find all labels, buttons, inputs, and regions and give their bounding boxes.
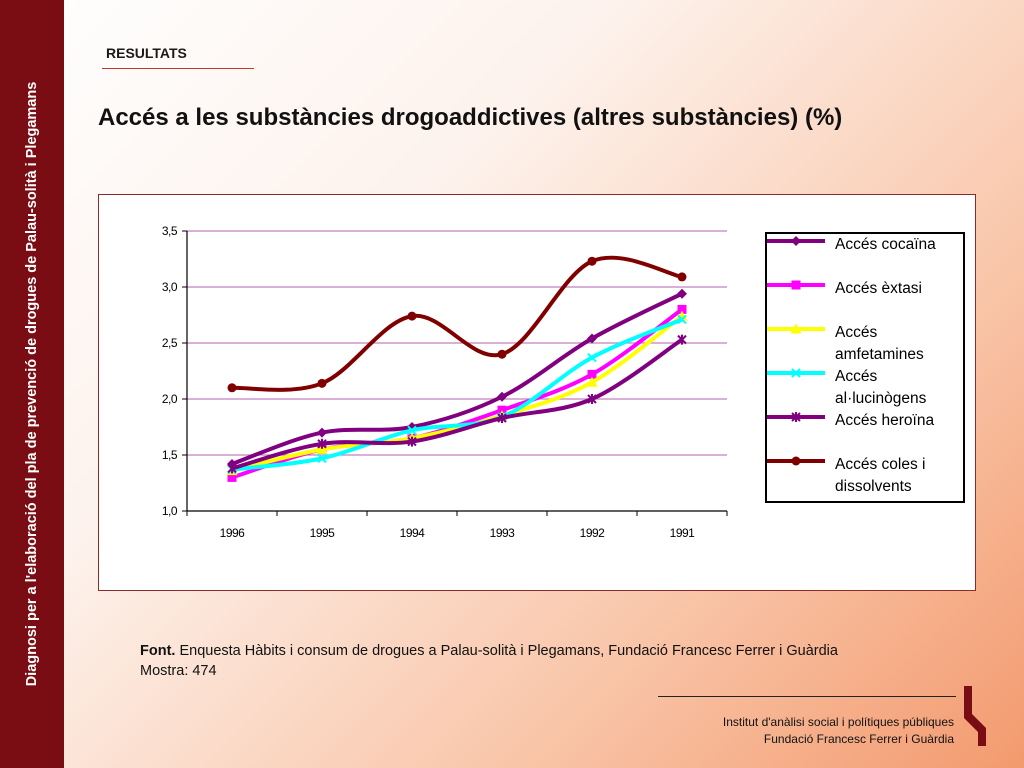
legend-swatch — [767, 412, 825, 422]
foundation-logo — [964, 686, 986, 746]
footer-institution: Institut d'anàlisi social i polítiques p… — [723, 714, 954, 748]
chart-legend: Accés cocaïna Accés èxtasi Accés amfetamin… — [765, 232, 965, 503]
source-label: Font. — [140, 643, 176, 659]
series-line — [231, 314, 684, 473]
y-tick-label: 2,0 — [162, 392, 178, 406]
data-point — [407, 311, 417, 321]
section-underline — [102, 68, 254, 69]
sidebar-title: Diagnosi per a l'elaboració del pla de p… — [24, 81, 40, 687]
data-point — [227, 383, 237, 393]
y-tick-label: 3,5 — [162, 224, 178, 238]
x-tick-label: 1996 — [220, 526, 246, 540]
x-tick-label: 1995 — [310, 526, 336, 540]
legend-label: Accés cocaïna — [835, 236, 936, 253]
data-point — [317, 427, 327, 438]
legend-label: Accés al·lucinògens — [835, 368, 927, 407]
legend-swatch — [767, 368, 825, 378]
section-label: RESULTATS — [106, 45, 187, 61]
data-point — [677, 334, 687, 345]
series-line — [231, 291, 683, 466]
legend-marker — [791, 456, 801, 466]
source-text: Enquesta Hàbits i consum de drogues a Pa… — [175, 643, 838, 659]
legend-marker — [791, 236, 801, 246]
data-point — [407, 436, 417, 447]
footer-line-1: Institut d'anàlisi social i polítiques p… — [722, 715, 954, 729]
data-point — [497, 405, 507, 415]
data-point — [497, 413, 507, 424]
legend-marker — [791, 368, 801, 378]
data-point — [587, 352, 597, 363]
sidebar: Diagnosi per a l'elaboració del pla de p… — [0, 0, 64, 768]
x-tick-label: 1993 — [490, 526, 516, 540]
data-point — [677, 288, 687, 299]
legend-label: Accés heroïna — [835, 412, 935, 429]
y-tick-label: 2,5 — [162, 336, 178, 350]
x-tick-label: 1992 — [580, 526, 606, 540]
legend-marker — [790, 323, 802, 334]
data-point — [677, 314, 687, 325]
legend-swatch — [767, 280, 825, 290]
series-line — [231, 337, 684, 471]
footer-line-2: Fundació Francesc Ferrer i Guàrdia — [763, 732, 954, 746]
data-point — [587, 369, 597, 379]
y-tick-label: 1,0 — [162, 504, 178, 518]
data-point — [317, 453, 327, 464]
legend-label: Accés coles i dissolvents — [835, 456, 926, 495]
data-point — [587, 394, 597, 404]
chart-frame: 1,0 1,5 2,0 2,5 3,0 3,5 1996 1995 1994 1993 1992 19… — [98, 194, 976, 591]
series-line — [231, 317, 683, 472]
footer-divider — [658, 696, 956, 697]
data-point — [497, 391, 507, 402]
page-title: Accés a les substàncies drogoaddictives … — [98, 104, 843, 131]
x-tick-label: 1994 — [400, 526, 426, 540]
y-tick-label: 3,0 — [162, 280, 178, 294]
legend-swatch — [767, 456, 825, 466]
y-tick-label: 1,5 — [162, 448, 178, 462]
legend-label: Accés amfetamines — [835, 324, 924, 363]
legend-marker — [791, 280, 801, 290]
data-point — [316, 443, 328, 454]
legend-marker — [791, 412, 801, 422]
data-point — [227, 463, 237, 474]
data-point — [407, 425, 417, 436]
source-note: Font. Enquesta Hàbits i consum de drogue… — [140, 641, 838, 681]
data-point — [677, 304, 687, 314]
data-point — [317, 378, 327, 388]
data-point — [227, 472, 237, 482]
sample-size: Mostra: 474 — [140, 663, 217, 679]
legend-swatch — [767, 323, 825, 334]
data-point — [586, 376, 598, 387]
data-point — [317, 438, 327, 449]
data-point — [497, 349, 507, 359]
data-point — [587, 256, 597, 266]
data-point — [587, 333, 597, 344]
legend-swatch — [767, 236, 825, 246]
data-point — [677, 272, 687, 282]
line-chart: 1,0 1,5 2,0 2,5 3,0 3,5 1996 1995 1994 1993 1992 19… — [162, 224, 728, 540]
legend-label: Accés èxtasi — [835, 280, 923, 297]
x-tick-label: 1991 — [670, 526, 696, 540]
